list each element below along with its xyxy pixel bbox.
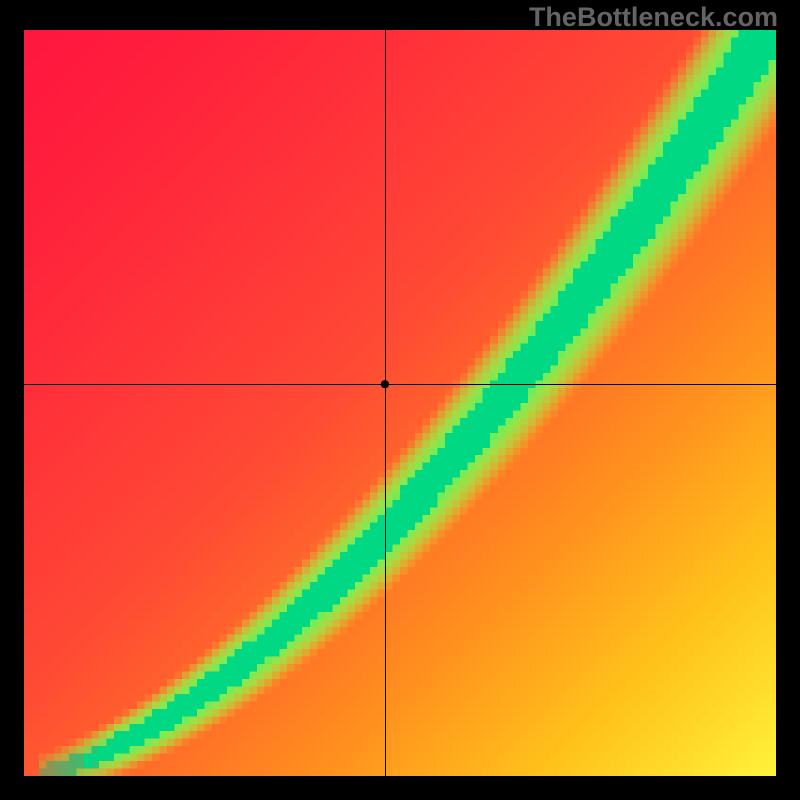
watermark-text: TheBottleneck.com xyxy=(529,2,778,33)
crosshair-overlay xyxy=(24,30,776,776)
chart-container: { "chart": { "type": "heatmap", "canvas"… xyxy=(0,0,800,800)
